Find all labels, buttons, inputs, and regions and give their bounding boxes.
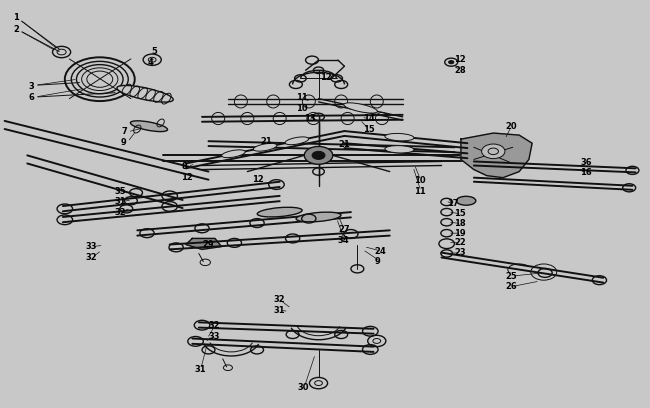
- Text: 14: 14: [363, 114, 374, 123]
- Text: 2: 2: [13, 25, 19, 34]
- Text: 31: 31: [114, 197, 126, 206]
- Ellipse shape: [344, 103, 378, 113]
- Text: 20: 20: [505, 122, 517, 131]
- Circle shape: [448, 60, 454, 64]
- Text: 21: 21: [260, 137, 272, 146]
- Text: 10: 10: [414, 176, 426, 185]
- Ellipse shape: [222, 150, 245, 157]
- Text: 11: 11: [296, 93, 307, 102]
- Circle shape: [312, 151, 325, 160]
- Ellipse shape: [257, 207, 302, 217]
- Text: 25: 25: [505, 272, 517, 281]
- Ellipse shape: [385, 133, 414, 141]
- Ellipse shape: [385, 146, 414, 153]
- Ellipse shape: [254, 143, 277, 151]
- Text: 32: 32: [114, 208, 126, 217]
- Text: 23: 23: [454, 248, 466, 257]
- Ellipse shape: [456, 196, 476, 205]
- Text: 5: 5: [151, 47, 157, 56]
- Text: 30: 30: [298, 383, 309, 392]
- Text: 13: 13: [304, 114, 316, 123]
- Text: 31: 31: [273, 306, 285, 315]
- Text: 6: 6: [29, 93, 34, 102]
- Text: 32: 32: [209, 321, 220, 330]
- Ellipse shape: [296, 212, 341, 222]
- Text: 27: 27: [338, 226, 350, 235]
- Text: 11: 11: [414, 186, 426, 195]
- Text: 31: 31: [194, 365, 206, 374]
- Text: 18: 18: [454, 219, 466, 228]
- Text: 33: 33: [209, 332, 220, 341]
- Text: 29: 29: [202, 240, 214, 249]
- Text: 12: 12: [320, 73, 332, 82]
- Ellipse shape: [285, 137, 309, 145]
- Text: 32: 32: [86, 253, 97, 262]
- Text: 33: 33: [86, 242, 97, 251]
- Text: 24: 24: [374, 246, 386, 255]
- Text: 12: 12: [181, 173, 193, 182]
- Text: 1: 1: [13, 13, 19, 22]
- Text: 16: 16: [580, 168, 592, 177]
- Text: 15: 15: [363, 125, 374, 134]
- Text: 21: 21: [338, 140, 350, 149]
- Text: 19: 19: [454, 228, 466, 238]
- Text: 26: 26: [505, 282, 517, 291]
- Text: 17: 17: [447, 199, 458, 208]
- Ellipse shape: [131, 121, 168, 131]
- Text: 9: 9: [121, 137, 127, 146]
- Text: 34: 34: [338, 236, 350, 245]
- Text: 4: 4: [148, 58, 153, 67]
- Circle shape: [304, 146, 333, 164]
- Text: 3: 3: [29, 82, 34, 91]
- Ellipse shape: [117, 85, 173, 102]
- Text: 28: 28: [454, 66, 466, 75]
- Text: 7: 7: [121, 127, 127, 136]
- Circle shape: [482, 144, 505, 159]
- Text: 9: 9: [374, 257, 380, 266]
- Text: 12: 12: [252, 175, 265, 184]
- Text: 36: 36: [580, 158, 592, 167]
- Text: 32: 32: [273, 295, 285, 304]
- Text: 22: 22: [454, 238, 466, 247]
- Text: 15: 15: [454, 209, 466, 218]
- Text: 10: 10: [296, 104, 307, 113]
- Text: 8: 8: [181, 162, 187, 171]
- Text: 35: 35: [114, 186, 126, 195]
- Text: 12: 12: [454, 55, 466, 64]
- Polygon shape: [186, 238, 222, 249]
- Polygon shape: [461, 133, 532, 177]
